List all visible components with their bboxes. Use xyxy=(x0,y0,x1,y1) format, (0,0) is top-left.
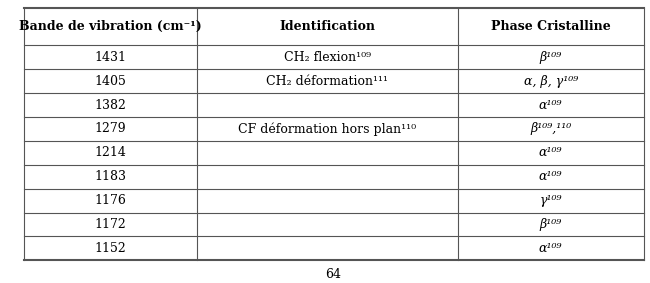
Text: α¹⁰⁹: α¹⁰⁹ xyxy=(539,146,562,159)
Text: 1176: 1176 xyxy=(94,194,126,207)
Text: Phase Cristalline: Phase Cristalline xyxy=(491,20,610,33)
Text: α, β, γ¹⁰⁹: α, β, γ¹⁰⁹ xyxy=(523,75,578,88)
Text: 1172: 1172 xyxy=(94,218,126,231)
Text: α¹⁰⁹: α¹⁰⁹ xyxy=(539,170,562,183)
Text: 1152: 1152 xyxy=(94,242,126,255)
Text: 1431: 1431 xyxy=(94,51,126,64)
Text: CH₂ déformation¹¹¹: CH₂ déformation¹¹¹ xyxy=(266,75,389,88)
Text: 1382: 1382 xyxy=(94,98,126,112)
Text: 1214: 1214 xyxy=(94,146,126,159)
Text: 1405: 1405 xyxy=(94,75,126,88)
Text: β¹⁰⁹: β¹⁰⁹ xyxy=(540,218,562,231)
Text: 1183: 1183 xyxy=(94,170,126,183)
Text: β¹⁰⁹,¹¹⁰: β¹⁰⁹,¹¹⁰ xyxy=(530,123,571,136)
Text: 64: 64 xyxy=(326,268,342,281)
Text: γ¹⁰⁹: γ¹⁰⁹ xyxy=(540,194,562,207)
Text: Bande de vibration (cm⁻¹): Bande de vibration (cm⁻¹) xyxy=(19,20,201,33)
Text: CH₂ flexion¹⁰⁹: CH₂ flexion¹⁰⁹ xyxy=(284,51,371,64)
Text: CF déformation hors plan¹¹⁰: CF déformation hors plan¹¹⁰ xyxy=(239,122,417,136)
Text: Identification: Identification xyxy=(280,20,376,33)
Text: α¹⁰⁹: α¹⁰⁹ xyxy=(539,242,562,255)
Text: 1279: 1279 xyxy=(94,123,126,136)
Text: α¹⁰⁹: α¹⁰⁹ xyxy=(539,98,562,112)
Text: β¹⁰⁹: β¹⁰⁹ xyxy=(540,51,562,64)
